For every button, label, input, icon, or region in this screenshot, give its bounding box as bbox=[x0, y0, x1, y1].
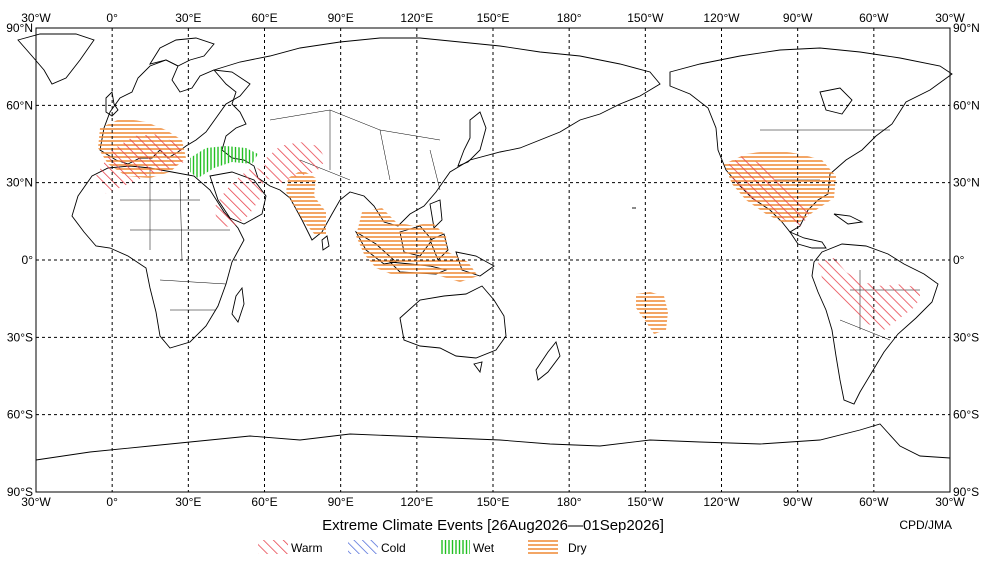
longitude-tick-label: 60°W bbox=[859, 11, 889, 25]
longitude-tick-label: 30°W bbox=[935, 11, 965, 25]
longitude-labels-top: 30°W 0° 30°E 60°E 90°E 120°E 150°E 180° 150°W 120… bbox=[21, 11, 965, 25]
latitude-tick-label: 0° bbox=[953, 253, 965, 267]
legend-swatch-warm bbox=[258, 540, 288, 554]
longitude-tick-label: 180° bbox=[557, 495, 582, 509]
credit-label: CPD/JMA bbox=[899, 518, 952, 532]
latitude-tick-label: 60°N bbox=[953, 98, 980, 112]
longitude-tick-label: 90°W bbox=[783, 495, 813, 509]
longitude-tick-label: 30°E bbox=[175, 495, 201, 509]
longitude-tick-label: 150°W bbox=[627, 495, 664, 509]
longitude-tick-label: 90°E bbox=[328, 495, 354, 509]
event-areas bbox=[96, 118, 922, 334]
latitude-labels-left: 90°N 60°N 30°N 0° 30°S 60°S 90°S bbox=[6, 21, 33, 499]
longitude-tick-label: 120°E bbox=[400, 495, 433, 509]
latitude-tick-label: 30°N bbox=[6, 176, 33, 190]
latitude-tick-label: 90°S bbox=[953, 485, 979, 499]
longitude-tick-label: 150°W bbox=[627, 11, 664, 25]
legend-swatch-cold bbox=[348, 540, 378, 554]
longitude-tick-label: 150°E bbox=[477, 495, 510, 509]
longitude-tick-label: 90°E bbox=[328, 11, 354, 25]
legend-item-dry: Dry bbox=[528, 540, 587, 555]
longitude-tick-label: 30°W bbox=[21, 11, 51, 25]
latitude-tick-label: 90°N bbox=[953, 21, 980, 35]
latitude-tick-label: 60°N bbox=[6, 98, 33, 112]
latitude-labels-right: 90°N 60°N 30°N 0° 30°S 60°S 90°S bbox=[953, 21, 980, 499]
legend-swatch-dry bbox=[528, 540, 558, 554]
longitude-tick-label: 150°E bbox=[477, 11, 510, 25]
dry-area-pacific bbox=[636, 292, 668, 334]
legend-label-warm: Warm bbox=[291, 541, 323, 555]
map-title: Extreme Climate Events [26Aug2026—01Sep2… bbox=[322, 517, 664, 534]
legend-label-wet: Wet bbox=[473, 541, 495, 555]
longitude-tick-label: 30°W bbox=[935, 495, 965, 509]
legend: Warm Cold Wet Dry bbox=[258, 540, 587, 555]
longitude-tick-label: 120°W bbox=[703, 495, 740, 509]
longitude-tick-label: 90°W bbox=[783, 11, 813, 25]
longitude-tick-label: 120°W bbox=[703, 11, 740, 25]
latitude-tick-label: 90°S bbox=[7, 485, 33, 499]
legend-label-cold: Cold bbox=[381, 541, 406, 555]
longitude-tick-label: 0° bbox=[106, 11, 118, 25]
longitude-tick-label: 60°E bbox=[251, 495, 277, 509]
legend-item-cold: Cold bbox=[348, 540, 406, 555]
latitude-tick-label: 30°N bbox=[953, 176, 980, 190]
longitude-tick-label: 60°E bbox=[251, 11, 277, 25]
legend-label-dry: Dry bbox=[568, 541, 587, 555]
latitude-tick-label: 90°N bbox=[6, 21, 33, 35]
warm-area-arabia bbox=[214, 166, 264, 228]
legend-item-wet: Wet bbox=[440, 540, 495, 555]
longitude-tick-label: 30°W bbox=[21, 495, 51, 509]
latitude-tick-label: 30°S bbox=[953, 330, 979, 344]
latitude-tick-label: 0° bbox=[22, 253, 34, 267]
dry-area-south-asia bbox=[286, 170, 326, 236]
wet-area-middle-east bbox=[190, 146, 258, 178]
warm-area-central-asia bbox=[264, 142, 326, 184]
coastlines bbox=[17, 33, 953, 461]
longitude-tick-label: 0° bbox=[106, 495, 118, 509]
latitude-tick-label: 60°S bbox=[953, 408, 979, 422]
warm-area-europe bbox=[96, 134, 184, 194]
longitude-labels-bottom: 30°W 0° 30°E 60°E 90°E 120°E 150°E 180° 150°W 120… bbox=[21, 495, 965, 509]
latitude-tick-label: 30°S bbox=[7, 330, 33, 344]
longitude-tick-label: 30°E bbox=[175, 11, 201, 25]
longitude-tick-label: 120°E bbox=[400, 11, 433, 25]
graticule bbox=[36, 28, 950, 492]
legend-item-warm: Warm bbox=[258, 540, 323, 555]
warm-area-mexico bbox=[726, 156, 810, 226]
warm-area-south-america bbox=[818, 258, 922, 330]
legend-swatch-wet bbox=[440, 540, 470, 554]
longitude-tick-label: 60°W bbox=[859, 495, 889, 509]
latitude-tick-label: 60°S bbox=[7, 408, 33, 422]
longitude-tick-label: 180° bbox=[557, 11, 582, 25]
